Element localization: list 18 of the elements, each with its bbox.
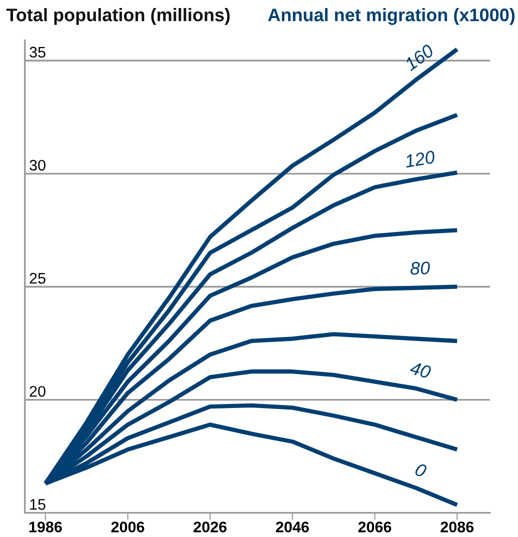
x-tick-label: 2006 bbox=[111, 522, 144, 532]
y-tick-label: 15 bbox=[30, 499, 46, 510]
y-tick-label: 20 bbox=[30, 386, 46, 397]
text: 40 bbox=[409, 361, 432, 379]
x-tick-label: 2026 bbox=[194, 522, 227, 532]
text: 120 bbox=[404, 150, 436, 168]
text: 0 bbox=[414, 462, 428, 478]
y-tick-label: 25 bbox=[30, 272, 46, 284]
x-tick-label: 1986 bbox=[29, 522, 62, 532]
x-tick-label: 2046 bbox=[276, 522, 309, 532]
text: 160 bbox=[404, 43, 435, 72]
x-tick-label: 2066 bbox=[358, 522, 392, 532]
x-tick-label: 2086 bbox=[440, 522, 474, 532]
y-tick-label: 35 bbox=[30, 46, 46, 58]
chart-title: Total population (millions) bbox=[6, 8, 230, 25]
series-label: 80 bbox=[410, 261, 430, 275]
y-tick-label: 30 bbox=[30, 160, 46, 171]
chart-subtitle: Annual net migration (x1000) bbox=[268, 8, 515, 25]
